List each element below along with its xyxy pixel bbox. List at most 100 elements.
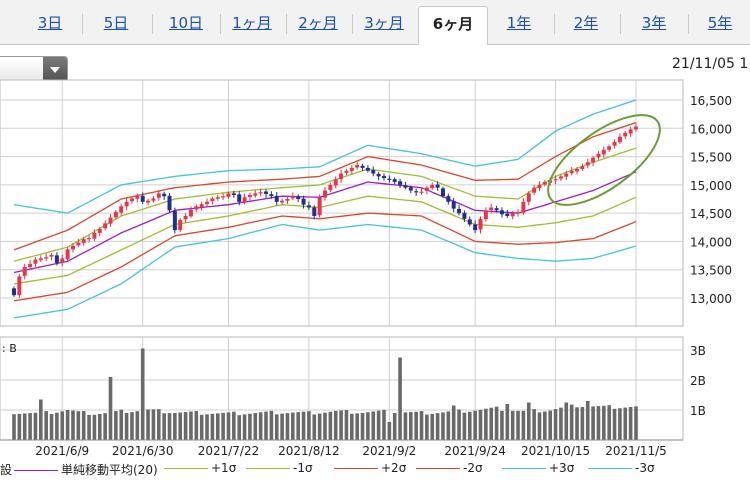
candle-body [596, 153, 601, 158]
tab-1-year[interactable]: 1年 [506, 14, 532, 32]
volume-bar [462, 412, 467, 440]
candle-body [489, 207, 494, 210]
candle-body [569, 170, 574, 174]
candle-body [617, 136, 622, 143]
candle-body [87, 238, 92, 240]
volume-bar [473, 410, 477, 440]
volume-bar [548, 410, 553, 440]
candle-body [328, 184, 333, 191]
volume-bar [446, 411, 451, 440]
candle-body [70, 245, 75, 250]
candle-body [430, 184, 435, 189]
volume-bar [467, 411, 472, 440]
volume-bar [575, 407, 579, 440]
tab-2-months[interactable]: 2ヶ月 [298, 14, 338, 32]
candle-body [333, 179, 338, 186]
volume-bar [612, 408, 617, 440]
volume-bar [146, 409, 150, 440]
candle-body [103, 223, 108, 229]
tab-5-days[interactable]: 5日 [103, 14, 129, 32]
candle-body [146, 200, 151, 203]
volume-bar [526, 402, 531, 440]
candle-body [81, 239, 86, 243]
volume-bar [516, 410, 520, 440]
volume-bar [505, 404, 510, 440]
data-timestamp: 21/11/05 1 [672, 56, 749, 72]
volume-bar [71, 410, 75, 440]
volume-bar [92, 414, 97, 440]
tab-3-months[interactable]: 3ヶ月 [364, 14, 404, 32]
volume-bar [119, 409, 124, 440]
volume-bar [226, 412, 231, 440]
volume-bar [553, 409, 558, 440]
candle-body [419, 191, 424, 193]
candle-body [435, 184, 440, 188]
price-tick-label: 15,500 [690, 151, 732, 165]
candle-body [473, 224, 478, 231]
volume-bar [135, 411, 140, 440]
volume-bar [602, 405, 606, 440]
candle-body [601, 149, 606, 155]
tab-6-months[interactable]: 6ヶ月 [418, 6, 488, 45]
volume-bar [628, 407, 633, 440]
volume-panel: 3B 2B 1B: B 2021/6/9 2021/6/30 2021/7/22 2021/… [0, 336, 706, 458]
volume-bar [494, 406, 499, 440]
candle-body [92, 232, 97, 239]
candle-body [65, 249, 70, 260]
volume-bar [221, 412, 225, 440]
candle-body [76, 242, 81, 246]
candle-body [151, 198, 156, 201]
tab-2-years[interactable]: 2年 [573, 14, 599, 32]
volume-bar [408, 412, 413, 440]
x-tick-label: 2021/10/15 [521, 444, 590, 458]
volume-bar [382, 409, 386, 440]
candle-body [296, 196, 301, 199]
volume-tick-label: 3B [690, 344, 706, 358]
dropdown-button[interactable] [43, 57, 67, 83]
volume-bar [81, 411, 86, 440]
period-tab-bar: 3日 5日 10日 1ヶ月 2ヶ月 3ヶ月 6ヶ月 1年 2年 3年 5年 [0, 0, 750, 45]
candle-body [140, 195, 145, 202]
tab-1-month[interactable]: 1ヶ月 [232, 14, 272, 32]
candle-body [591, 157, 596, 163]
candle-body [499, 210, 504, 215]
candle-body [317, 197, 322, 216]
candle-body [403, 185, 408, 188]
volume-bar [39, 399, 43, 440]
volume-bar [151, 409, 156, 440]
volume-bar [173, 413, 177, 440]
volume-bar [607, 405, 611, 440]
chevron-down-icon [50, 67, 60, 73]
candle-body [119, 206, 124, 213]
volume-bar [360, 413, 365, 440]
tab-3-years[interactable]: 3年 [641, 14, 667, 32]
legend-item-ma20: 単純移動平均(20) [14, 461, 158, 478]
tab-5-years[interactable]: 5年 [707, 14, 733, 32]
volume-bar [398, 357, 402, 440]
candle-body [408, 187, 413, 191]
candle-body [365, 167, 370, 171]
indicator-legend: 設 単純移動平均(20) +1σ -1σ +2σ -2σ +3σ -3σ [0, 458, 750, 480]
highlight-ellipse [547, 114, 661, 206]
price-tick-label: 16,500 [690, 94, 732, 108]
candle-body [306, 205, 311, 208]
volume-bar [183, 412, 188, 440]
volume-bar [344, 410, 349, 440]
indicator-select[interactable] [0, 56, 68, 84]
tab-3-days[interactable]: 3日 [37, 14, 63, 32]
tab-10-days[interactable]: 10日 [168, 14, 204, 32]
volume-bar [355, 413, 359, 440]
x-tick-label: 2021/6/9 [35, 444, 89, 458]
candle-body [457, 208, 462, 214]
candle-body [634, 126, 638, 130]
volume-bar [130, 412, 134, 440]
volume-bar [28, 413, 32, 440]
volume-bar [591, 406, 595, 440]
candle-body [553, 179, 558, 181]
volume-bar [264, 411, 268, 440]
volume-bar [12, 414, 16, 440]
candle-body [113, 212, 118, 218]
volume-bar [634, 406, 638, 440]
price-tick-label: 15,000 [690, 179, 732, 193]
candle-body [231, 193, 236, 196]
